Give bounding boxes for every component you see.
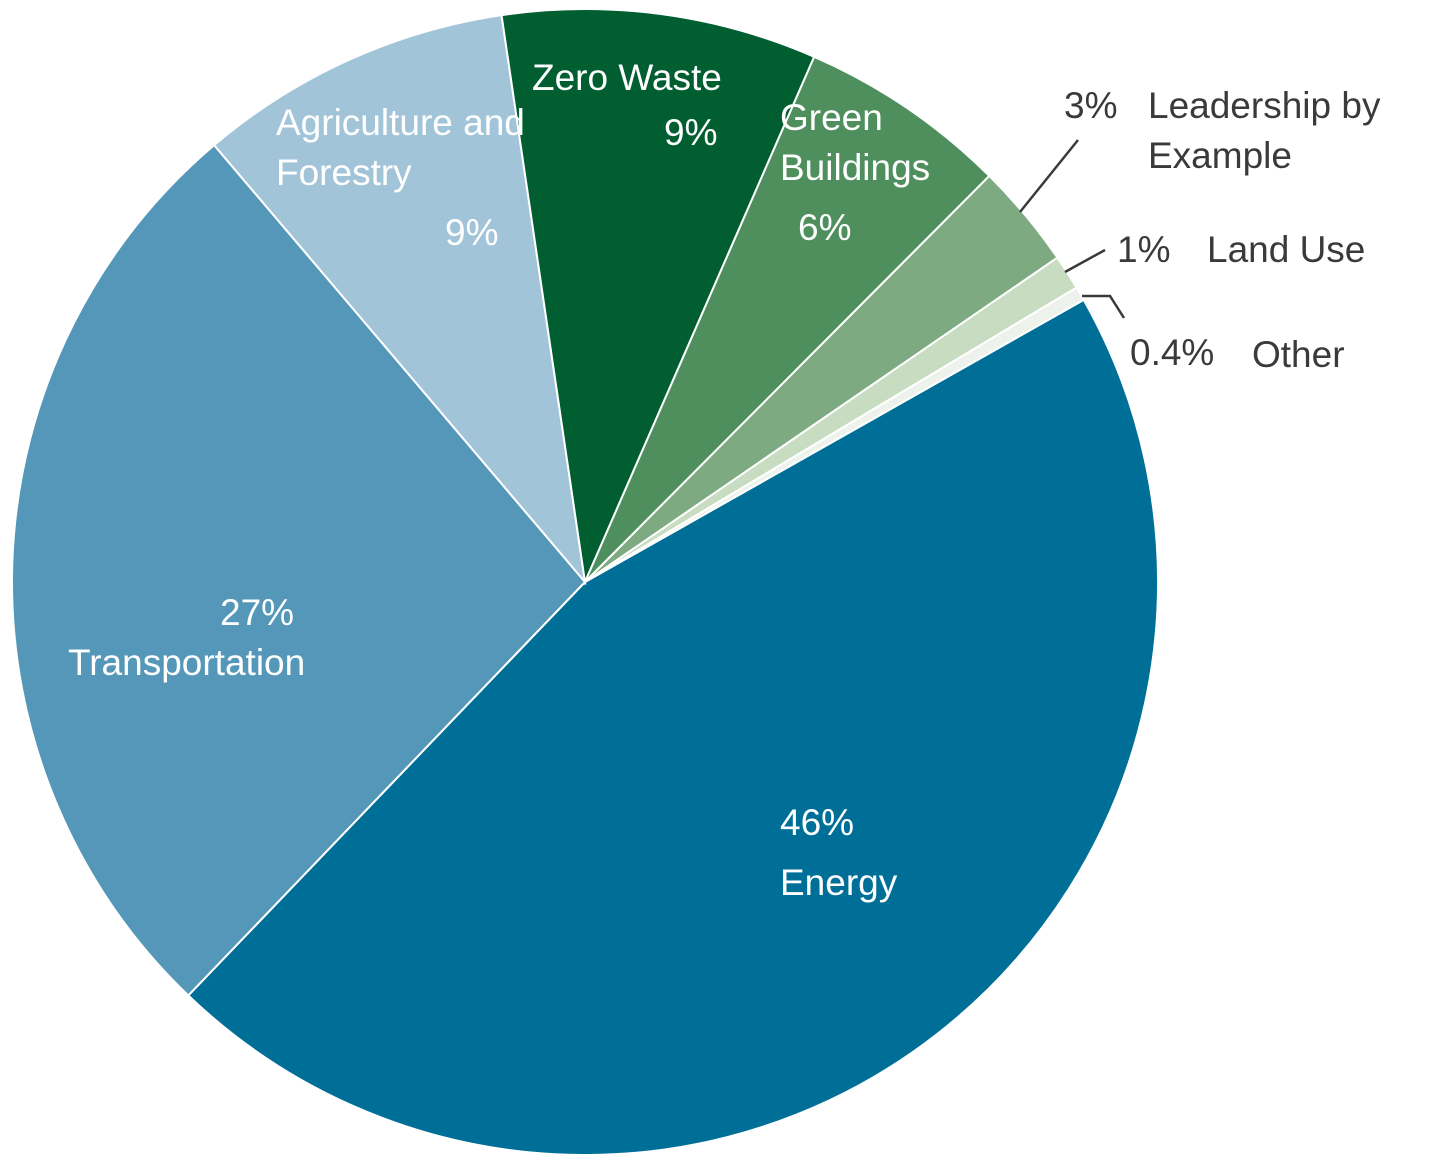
value-label: 9% [445, 212, 499, 253]
slice-label: Land Use [1207, 229, 1366, 270]
slice-label: Other [1252, 334, 1345, 375]
slices [11, 8, 1159, 1154]
slice-label: Zero Waste [532, 57, 722, 98]
value-label: 6% [798, 207, 852, 248]
slice-label: Energy [780, 862, 898, 903]
leader-line [1082, 294, 1126, 319]
value-label: 1% [1117, 229, 1171, 270]
pie-slice [584, 55, 991, 583]
value-label: 46% [780, 802, 855, 843]
slice-label: Agriculture and Forestry [276, 102, 525, 193]
value-label: 27% [220, 592, 295, 633]
value-label: 0.4% [1130, 332, 1215, 373]
value-label: 9% [664, 112, 718, 153]
pie-slice [500, 8, 816, 586]
slice-label: Leadership by Example [1148, 85, 1381, 176]
pie-slice [186, 298, 1159, 1154]
pie-slice [212, 13, 587, 586]
value-label: 3% [1064, 85, 1118, 126]
pie-slice [11, 143, 587, 997]
leader-line [1064, 248, 1106, 274]
leader-line [1019, 139, 1079, 213]
pie-slice [584, 286, 1086, 583]
slice-label: Transportation [68, 642, 306, 683]
slice-label: Green Buildings [780, 97, 931, 188]
